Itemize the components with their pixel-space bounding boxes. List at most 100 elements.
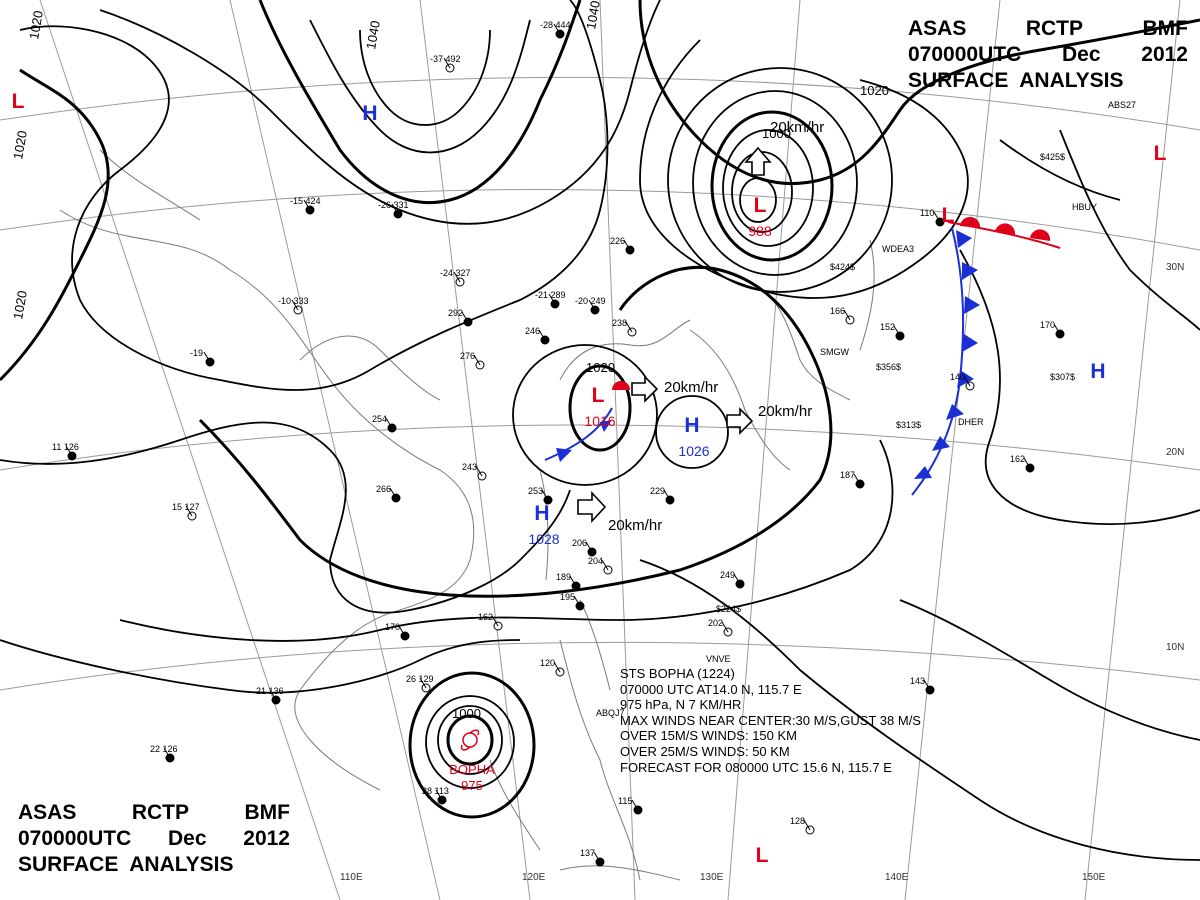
title-station: RCTP [1025, 17, 1084, 40]
title-agency: ASAS [18, 801, 77, 824]
station-plot: 243 [462, 462, 487, 481]
title-product: SURFACE ANALYSIS [18, 853, 234, 876]
title-time: 070000UTC [908, 43, 1022, 66]
low-symbol: L [754, 194, 767, 217]
station-reading: 246 [525, 326, 540, 336]
station-reading: 11 126 [52, 442, 79, 452]
center-pressure: 1026 [678, 443, 709, 459]
station-plot: 11 126 [52, 442, 79, 461]
cold-front-tooth [956, 230, 972, 248]
latitude-label: 10N [1166, 642, 1184, 653]
low-pressure-center: L [12, 90, 25, 113]
title-month: Dec [167, 827, 207, 850]
isobar-label: 1020 [10, 129, 30, 160]
station-plot: 253 [528, 486, 553, 505]
station-plot: -37 492 [430, 54, 461, 73]
graticule-labels: 110E 120E 130E 140E 150E 30N 20N 10N [340, 262, 1184, 883]
small-cold-front-tooth [556, 448, 572, 462]
title-block-bottom: ASAS RCTP BMF 070000UTC Dec 2012 SURFACE… [18, 800, 290, 878]
station-plot: 292 [448, 308, 473, 327]
title-time: 070000UTC [18, 827, 132, 850]
station-reading: 195 [560, 592, 575, 602]
station-reading: 28 113 [422, 786, 449, 796]
station-reading: 292 [448, 308, 463, 318]
small-warm-front-bump [612, 381, 630, 390]
high-pressure-center: H 1026 [678, 414, 709, 459]
station-plot: 249 [720, 570, 745, 589]
station-reading: 276 [460, 351, 475, 361]
longitude-label: 110E [340, 872, 363, 883]
station-plot: 162 [1010, 454, 1035, 473]
station-id: SMGW [820, 347, 850, 357]
typhoon-icon [460, 729, 480, 751]
station-reading: 170 [1040, 320, 1055, 330]
arrow-icon [631, 375, 659, 403]
low-pressure-center: L [942, 204, 955, 227]
station-reading: 21 136 [256, 686, 284, 696]
station-plot: 21 136 [256, 686, 284, 705]
isobar-label: 1040 [583, 0, 603, 31]
arrow-icon [744, 146, 772, 176]
low-symbol: L [942, 204, 955, 227]
longitude-label: 130E [700, 872, 724, 883]
low-pressure-center: L [1154, 142, 1167, 165]
station-reading: 137 [580, 848, 595, 858]
station-reading: -19 [190, 348, 203, 358]
station-reading: 15 127 [172, 502, 200, 512]
arrow-icon [577, 490, 607, 524]
station-plot: 254 [372, 414, 397, 433]
station-plot: 115 [618, 796, 643, 815]
station-reading: 143 [910, 676, 925, 686]
station-plot: 137 [580, 848, 605, 867]
station-plot: 140 [950, 372, 975, 391]
station-plot: 110 [920, 208, 945, 227]
coastlines [59, 149, 875, 881]
warm-front-bump [995, 223, 1016, 235]
station-reading: 187 [840, 470, 855, 480]
station-plot: 229 [650, 486, 675, 505]
station-id: $307$ [1050, 372, 1075, 382]
station-reading: 120 [540, 658, 555, 668]
isobar-label: 1000 [762, 126, 791, 141]
center-pressure: 988 [748, 223, 772, 239]
isobar-label: 1020 [860, 83, 889, 98]
station-reading: -15 424 [290, 196, 321, 206]
pressure-centers: H H 1028 H 1026 H L 1016 L 988 L L L L 1020 1000 1000 [12, 90, 1167, 867]
station-id: ABQJ7 [596, 708, 625, 718]
station-plot: 120 [540, 658, 565, 677]
title-office: BMF [1142, 17, 1189, 40]
station-plot: 187 [840, 470, 865, 489]
station-plot: -19 [190, 348, 215, 367]
title-agency: ASAS [908, 17, 967, 40]
station-id: VNVE [706, 654, 731, 664]
station-reading: -21 289 [535, 290, 566, 300]
latitude-label: 20N [1166, 447, 1184, 458]
motion-labels: 20km/hr 20km/hr 20km/hr 20km/hr [608, 119, 824, 534]
cold-front-tooth [932, 436, 950, 451]
motion-label: 20km/hr [758, 403, 812, 420]
station-plots: -28 444 -37 492 -15 424 -26 331 -24 327 -21 2… [52, 20, 1136, 867]
small-cold-front-tooth [600, 420, 612, 432]
high-pressure-center: H [362, 102, 377, 125]
low-pressure-center: L 1016 [584, 384, 615, 429]
typhoon-info: STS BOPHA (1224) 070000 UTC AT14.0 N, 11… [620, 666, 921, 775]
title-product: SURFACE ANALYSIS [908, 69, 1124, 92]
station-plot: 166 [830, 306, 855, 325]
station-reading: 189 [556, 572, 571, 582]
station-plot: 238 [612, 318, 637, 337]
low-symbol: L [1154, 142, 1167, 165]
high-pressure-center: H 1028 [528, 502, 559, 547]
title-line-2: 070000UTC Dec 2012 [18, 826, 290, 852]
station-plot: -10 333 [278, 296, 309, 315]
station-plot: -21 289 [535, 290, 566, 309]
station-plot: 162 [478, 612, 503, 631]
station-reading: 170 [385, 622, 400, 632]
high-symbol: H [362, 102, 377, 125]
station-reading: 140 [950, 372, 965, 382]
title-block-top: ASAS RCTP BMF 070000UTC Dec 2012 SURFACE… [908, 16, 1188, 94]
low-symbol: L [12, 90, 25, 113]
station-plot: -15 424 [290, 196, 321, 215]
